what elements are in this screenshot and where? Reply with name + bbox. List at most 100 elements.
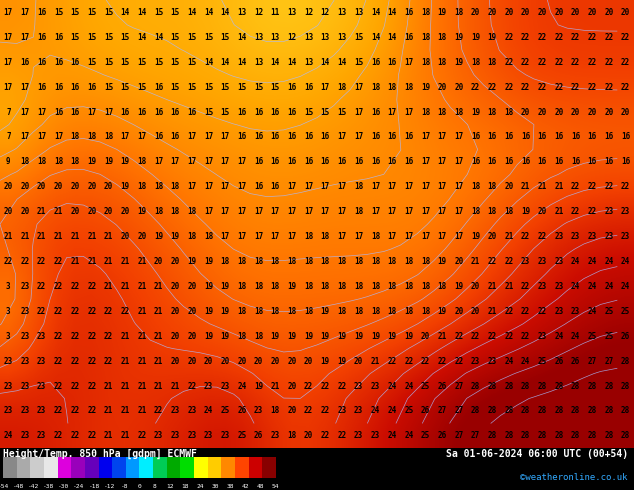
Text: 17: 17 <box>421 132 430 142</box>
Text: 15: 15 <box>354 33 363 42</box>
Text: 20: 20 <box>287 382 297 391</box>
Bar <box>71 457 85 477</box>
Text: 21: 21 <box>171 382 180 391</box>
Bar <box>235 457 249 477</box>
Text: 19: 19 <box>304 332 313 341</box>
Text: 15: 15 <box>254 83 263 92</box>
Text: 23: 23 <box>37 332 46 341</box>
Text: 18: 18 <box>421 33 430 42</box>
Text: 15: 15 <box>120 33 130 42</box>
Text: Sa 01-06-2024 06:00 UTC (00+54): Sa 01-06-2024 06:00 UTC (00+54) <box>446 449 628 459</box>
Text: 22: 22 <box>321 431 330 441</box>
Text: 28: 28 <box>621 357 630 366</box>
Text: 19: 19 <box>471 108 480 117</box>
Text: 18: 18 <box>454 108 463 117</box>
Text: 15: 15 <box>120 58 130 67</box>
Text: 16: 16 <box>521 132 530 142</box>
Text: 20: 20 <box>187 307 197 316</box>
Text: 12: 12 <box>321 8 330 17</box>
Text: 28: 28 <box>521 407 530 416</box>
Text: 25: 25 <box>604 307 614 316</box>
Text: 18: 18 <box>437 282 447 291</box>
Text: 14: 14 <box>387 33 397 42</box>
Text: 22: 22 <box>504 83 514 92</box>
Text: 21: 21 <box>120 282 130 291</box>
Text: 20: 20 <box>120 207 130 216</box>
Text: 17: 17 <box>437 232 447 241</box>
Text: 22: 22 <box>588 207 597 216</box>
Text: 16: 16 <box>321 157 330 167</box>
Text: 25: 25 <box>621 307 630 316</box>
Text: 20: 20 <box>304 357 313 366</box>
Text: 16: 16 <box>304 83 313 92</box>
Text: 22: 22 <box>554 33 564 42</box>
Text: 20: 20 <box>4 207 13 216</box>
Text: 21: 21 <box>504 282 514 291</box>
Text: 27: 27 <box>437 407 447 416</box>
Text: 16: 16 <box>154 83 163 92</box>
Text: 22: 22 <box>571 33 580 42</box>
Text: 15: 15 <box>70 8 80 17</box>
Text: 18: 18 <box>187 232 197 241</box>
Text: 18: 18 <box>171 207 180 216</box>
Text: 23: 23 <box>4 382 13 391</box>
Text: 21: 21 <box>488 307 497 316</box>
Text: 21: 21 <box>137 382 146 391</box>
Text: 15: 15 <box>204 83 213 92</box>
Text: 22: 22 <box>488 257 497 266</box>
Text: 16: 16 <box>37 83 46 92</box>
Text: 21: 21 <box>37 232 46 241</box>
Text: 16: 16 <box>120 108 130 117</box>
Text: 22: 22 <box>104 307 113 316</box>
Text: 7: 7 <box>6 132 11 142</box>
Text: 17: 17 <box>287 207 297 216</box>
Text: 15: 15 <box>171 8 180 17</box>
Text: 21: 21 <box>20 232 30 241</box>
Text: 17: 17 <box>37 108 46 117</box>
Text: 19: 19 <box>321 307 330 316</box>
Text: 17: 17 <box>187 157 197 167</box>
Text: 21: 21 <box>271 382 280 391</box>
Text: 23: 23 <box>20 332 30 341</box>
Text: 20: 20 <box>87 207 96 216</box>
Bar <box>139 457 153 477</box>
Text: 22: 22 <box>104 357 113 366</box>
Text: 20: 20 <box>554 8 564 17</box>
Text: 19: 19 <box>354 332 363 341</box>
Text: 17: 17 <box>237 207 247 216</box>
Text: 17: 17 <box>221 207 230 216</box>
Text: 22: 22 <box>621 182 630 191</box>
Text: 23: 23 <box>20 382 30 391</box>
Text: 24: 24 <box>554 332 564 341</box>
Text: 18: 18 <box>87 132 96 142</box>
Text: 19: 19 <box>454 33 463 42</box>
Text: 16: 16 <box>504 157 514 167</box>
Text: 15: 15 <box>354 58 363 67</box>
Text: 20: 20 <box>287 357 297 366</box>
Text: 23: 23 <box>371 431 380 441</box>
Text: 13: 13 <box>237 8 247 17</box>
Text: 17: 17 <box>454 132 463 142</box>
Text: 17: 17 <box>20 83 30 92</box>
Text: 25: 25 <box>421 382 430 391</box>
Text: 14: 14 <box>371 33 380 42</box>
Bar <box>262 457 276 477</box>
Text: 20: 20 <box>204 357 213 366</box>
Text: 22: 22 <box>154 407 163 416</box>
Text: 19: 19 <box>137 207 146 216</box>
Text: 17: 17 <box>437 182 447 191</box>
Text: 19: 19 <box>254 382 263 391</box>
Text: 17: 17 <box>387 108 397 117</box>
Text: 16: 16 <box>287 83 297 92</box>
Text: 20: 20 <box>171 282 180 291</box>
Text: 28: 28 <box>471 382 480 391</box>
Text: 23: 23 <box>354 407 363 416</box>
Text: 20: 20 <box>70 207 80 216</box>
Text: -8: -8 <box>120 484 128 489</box>
Text: 20: 20 <box>171 307 180 316</box>
Text: 22: 22 <box>87 357 96 366</box>
Text: 16: 16 <box>54 58 63 67</box>
Text: -12: -12 <box>103 484 115 489</box>
Text: 18: 18 <box>54 157 63 167</box>
Text: 14: 14 <box>137 33 146 42</box>
